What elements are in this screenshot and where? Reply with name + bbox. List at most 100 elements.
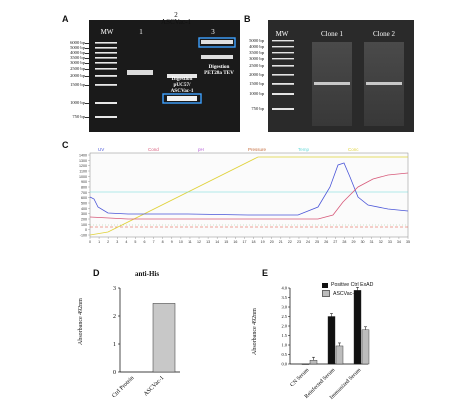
chrom-ytick-label: 0 xyxy=(85,228,87,232)
chrom-ytick-label: 1400 xyxy=(79,154,87,158)
chrom-xtick-label: 10 xyxy=(179,240,183,244)
note-line: pUC57/ xyxy=(173,82,191,88)
ladder-b-label: 1000 bp xyxy=(249,91,264,96)
chrom-xtick-label: 17 xyxy=(242,240,246,244)
chrom-ytick-label: 900 xyxy=(81,180,87,184)
chart-e-bar xyxy=(327,316,336,365)
chrom-legend-item: Pressure xyxy=(248,147,267,152)
ladder-a-tick xyxy=(85,116,89,118)
note-line: ASCVac-1 xyxy=(170,88,194,94)
chart-e-ytick-label: 4.0 xyxy=(282,286,288,291)
ladder-a-tick xyxy=(85,47,89,49)
panel-b-ladder-title: MW xyxy=(275,30,289,38)
lane-2-number: 2 xyxy=(174,11,178,19)
chart-e-ylabel: Absorbance 492nm xyxy=(252,308,258,355)
chart-e-ytick-label: 1.5 xyxy=(282,333,288,338)
chart-e-legend: Positive Ctrl ExAD ASCVac-1 xyxy=(322,282,442,297)
chart-e-bar xyxy=(335,345,344,365)
panel-c-label: C xyxy=(62,140,69,150)
chrom-xtick-label: 34 xyxy=(397,240,401,244)
chrom-xtick-label: 27 xyxy=(333,240,337,244)
ladder-a-label: 1500 bp xyxy=(70,82,85,87)
legend-label-positive: Positive Ctrl ExAD xyxy=(331,282,374,288)
ladder-a-label: 3500 bp xyxy=(70,55,85,60)
chrom-xtick-label: 13 xyxy=(206,240,210,244)
chart-e-bar xyxy=(353,290,362,365)
ladder-a-tick xyxy=(85,75,89,77)
panel-a-lane-2-note: Digestion pUC57/ ASCVac-1 xyxy=(163,76,201,94)
note-line: Digestion xyxy=(171,76,193,82)
chrom-legend-item: Temp xyxy=(298,147,310,152)
ladder-a-label: 3000 bp xyxy=(70,60,85,65)
chart-e-ytick-label: 3.5 xyxy=(282,295,288,300)
chrom-ytick-label: 400 xyxy=(81,207,87,211)
chrom-xtick-label: 12 xyxy=(197,240,201,244)
ladder-a-label: 1000 bp xyxy=(70,100,85,105)
panel-b-gel: MW Clone 1 Clone 2 xyxy=(268,20,414,132)
chrom-ytick-label: 1300 xyxy=(79,159,87,163)
ladder-a-label: 4000 bp xyxy=(70,50,85,55)
legend-item-ascvac: ASCVac-1 xyxy=(322,290,442,297)
chart-d-xtick-label: ASCVac-1 xyxy=(143,375,165,397)
ladder-b-label: 5000 bp xyxy=(249,38,264,43)
chrom-xtick-label: 15 xyxy=(224,240,228,244)
panel-a-bands xyxy=(95,37,236,118)
chrom-xtick-label: 35 xyxy=(406,240,410,244)
chart-e-bar xyxy=(309,359,318,365)
chart-e-ytick-label: 0.0 xyxy=(282,362,288,367)
panel-e-label: E xyxy=(262,268,269,278)
ladder-a-label: 2000 bp xyxy=(70,73,85,78)
chrom-xtick-label: 9 xyxy=(171,240,173,244)
panel-a-lane-3-label: 3 xyxy=(211,28,215,36)
chrom-xtick-label: 28 xyxy=(342,240,346,244)
chrom-xtick-label: 3 xyxy=(116,240,118,244)
chart-d: 0 1 2 3 Ctrl Protein ASCVac-1 xyxy=(111,286,180,399)
ladder-a-tick xyxy=(85,68,89,70)
chrom-xtick-label: 0 xyxy=(89,240,91,244)
chromatogram: 1400 1300 1200 1100 1000 900 800 700 600 500 400 30… xyxy=(68,147,410,247)
chrom-xtick-label: 4 xyxy=(125,240,127,244)
panel-a-label: A xyxy=(62,14,69,24)
chart-d-ylabel: Absorbance 492nm xyxy=(78,298,84,345)
chrom-xtick-label: 30 xyxy=(361,240,365,244)
lane-2-sublabel: ASCVac-1 xyxy=(161,18,191,26)
chrom-legend-item: pH xyxy=(198,147,204,152)
chrom-xtick-label: 14 xyxy=(215,240,219,244)
chart-d-bar xyxy=(152,303,176,373)
chrom-xtick-label: 23 xyxy=(297,240,301,244)
chrom-xtick-label: 22 xyxy=(288,240,292,244)
panel-b-lane-clone1-label: Clone 1 xyxy=(321,30,343,38)
panel-b-lane-clone2-label: Clone 2 xyxy=(373,30,395,38)
chrom-ytick-label: 300 xyxy=(81,212,87,216)
chrom-xtick-label: 26 xyxy=(324,240,328,244)
chart-e-bar xyxy=(301,363,310,365)
ladder-a-label: 6000 bp xyxy=(70,40,85,45)
chart-e-bar xyxy=(361,329,370,365)
chart-e-ytick-label: 2.5 xyxy=(282,314,288,319)
panel-a-lane-2-label: 2 ASCVac-1 xyxy=(161,12,191,26)
chrom-xtick-label: 6 xyxy=(144,240,146,244)
chrom-ytick-label: 700 xyxy=(81,191,87,195)
chromatogram-svg: 1400130012001100100090080070060050040030… xyxy=(79,152,410,244)
panel-b-label: B xyxy=(244,14,251,24)
panel-a-ladder-title: MW xyxy=(100,28,114,36)
chrom-ytick-label: 1100 xyxy=(79,170,87,174)
panel-a-lane-1-label: 1 xyxy=(139,28,143,36)
chart-d-xtick-label: Ctrl Protein xyxy=(111,375,135,399)
ladder-b-label: 2500 bp xyxy=(249,63,264,68)
chrom-xtick-label: 18 xyxy=(252,240,256,244)
chart-d-title: anti-His xyxy=(134,270,160,278)
panel-a-lane-3-note: Digestion PET28a TEV xyxy=(201,64,237,76)
chrom-ytick-label: -100 xyxy=(80,234,87,238)
chart-e-ytick-label: 3.0 xyxy=(282,305,288,310)
ladder-b-label: 2000 bp xyxy=(249,72,264,77)
chrom-ytick-label: 1200 xyxy=(79,164,87,168)
chrom-ytick-label: 200 xyxy=(81,218,87,222)
panel-a-gel: MW 1 3 Digestion pUC57/ ASCVac-1 xyxy=(89,20,240,132)
chrom-legend-item: Conc xyxy=(348,147,359,152)
chrom-xtick-label: 19 xyxy=(261,240,265,244)
chart-d-ytick-label: 1 xyxy=(113,342,116,348)
legend-label-ascvac: ASCVac-1 xyxy=(333,290,357,297)
chrom-xtick-label: 2 xyxy=(107,240,109,244)
chrom-xtick-label: 11 xyxy=(188,240,192,244)
